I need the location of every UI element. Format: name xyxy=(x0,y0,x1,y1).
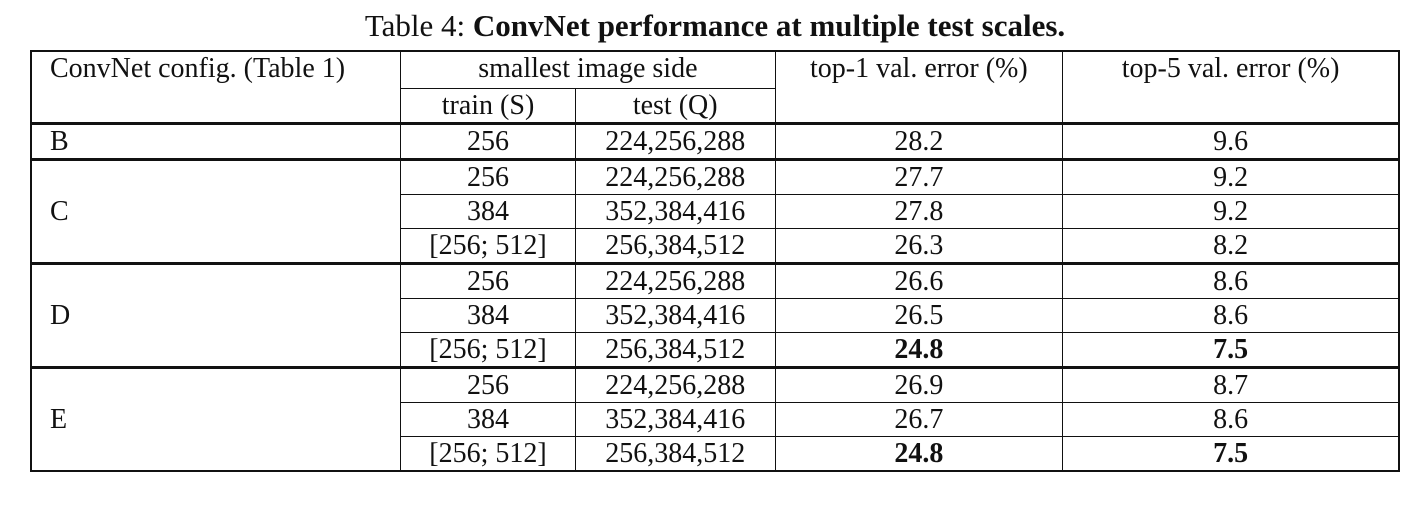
data-cell: 7.5 xyxy=(1062,436,1400,472)
table-row: [256; 512] 256,384,512 24.8 7.5 xyxy=(31,332,1400,368)
data-cell: 8.6 xyxy=(1062,262,1400,299)
data-cell: 224,256,288 xyxy=(574,122,776,160)
data-cell: 224,256,288 xyxy=(574,262,776,299)
config-cell: C xyxy=(30,158,402,265)
data-cell: 256 xyxy=(400,366,576,403)
data-cell: 224,256,288 xyxy=(574,158,776,195)
data-cell: 352,384,416 xyxy=(574,194,776,229)
header-cell: ConvNet config. (Table 1) xyxy=(30,50,402,124)
data-cell: 256 xyxy=(400,158,576,195)
data-cell: 27.7 xyxy=(774,158,1064,195)
data-cell: 384 xyxy=(400,402,576,437)
header-cell: train (S) xyxy=(400,88,576,124)
data-cell: 8.6 xyxy=(1062,298,1400,333)
data-cell: 26.7 xyxy=(774,402,1064,437)
table-row: B 256 224,256,288 28.2 9.6 xyxy=(30,122,1400,161)
data-cell: 26.9 xyxy=(774,366,1064,403)
data-cell: [256; 512] xyxy=(400,436,576,472)
table-row: [256; 512] 256,384,512 24.8 7.5 xyxy=(31,436,1400,472)
data-cell: 9.2 xyxy=(1062,158,1400,195)
table-row: 384 352,384,416 26.5 8.6 xyxy=(31,298,1400,333)
caption-title: ConvNet performance at multiple test sca… xyxy=(472,8,1066,43)
data-cell: 26.6 xyxy=(774,262,1064,299)
results-table: ConvNet config. (Table 1) smallest image… xyxy=(30,50,1400,472)
caption-label: Table 4: xyxy=(364,8,466,43)
data-cell: 352,384,416 xyxy=(574,298,776,333)
table-row: 384 352,384,416 26.7 8.6 xyxy=(31,402,1400,437)
header-cell: test (Q) xyxy=(574,88,776,124)
data-cell: 24.8 xyxy=(774,332,1064,368)
data-cell: [256; 512] xyxy=(400,228,576,264)
data-cell: 256,384,512 xyxy=(574,228,776,264)
data-cell: 8.2 xyxy=(1062,228,1400,264)
table-row: E 256 224,256,288 26.9 8.7 xyxy=(30,366,1400,472)
data-cell: 8.7 xyxy=(1062,366,1400,403)
data-cell: 27.8 xyxy=(774,194,1064,229)
data-cell: 26.3 xyxy=(774,228,1064,264)
data-cell: 8.6 xyxy=(1062,402,1400,437)
config-cell: D xyxy=(30,262,402,369)
data-cell: 384 xyxy=(400,298,576,333)
data-cell: [256; 512] xyxy=(400,332,576,368)
config-cell: E xyxy=(30,366,402,472)
data-cell: 256 xyxy=(400,262,576,299)
data-cell: 7.5 xyxy=(1062,332,1400,368)
config-cell: B xyxy=(30,122,402,161)
data-cell: 9.6 xyxy=(1062,122,1400,160)
header-cell: smallest image side xyxy=(400,50,776,89)
header-cell: top-5 val. error (%) xyxy=(1062,50,1400,124)
table-row: C 256 224,256,288 27.7 9.2 xyxy=(30,158,1400,265)
data-cell: 24.8 xyxy=(774,436,1064,472)
data-cell: 26.5 xyxy=(774,298,1064,333)
table-row: D 256 224,256,288 26.6 8.6 xyxy=(30,262,1400,369)
data-cell: 352,384,416 xyxy=(574,402,776,437)
data-cell: 28.2 xyxy=(774,122,1064,160)
data-cell: 224,256,288 xyxy=(574,366,776,403)
data-cell: 9.2 xyxy=(1062,194,1400,229)
data-cell: 384 xyxy=(400,194,576,229)
data-cell: 256,384,512 xyxy=(574,436,776,472)
caption: Table 4: ConvNet performance at multiple… xyxy=(30,8,1400,44)
data-cell: 256,384,512 xyxy=(574,332,776,368)
data-cell: 256 xyxy=(400,122,576,160)
header-cell: top-1 val. error (%) xyxy=(774,50,1064,124)
